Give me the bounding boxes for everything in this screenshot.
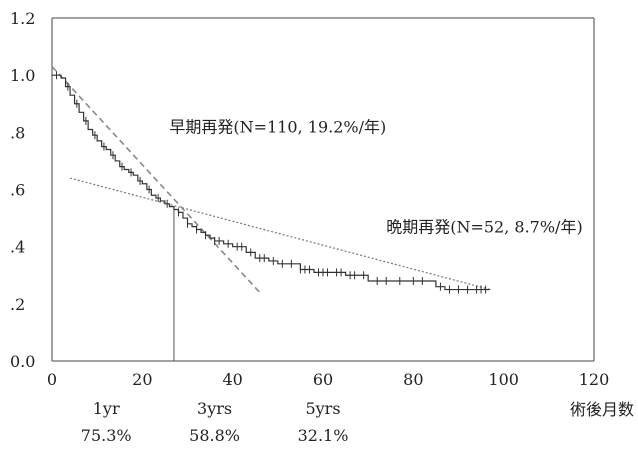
x-tick-label: 80 xyxy=(403,370,423,389)
censor-marks xyxy=(56,71,487,294)
late-recurrence-fit-line xyxy=(69,177,491,291)
x-tick-labels: 0 20 40 60 80 100 120 xyxy=(47,370,609,389)
x-tick-label: 40 xyxy=(222,370,242,389)
y-tick-label: .6 xyxy=(10,181,25,200)
early-recurrence-fit-line xyxy=(51,66,261,293)
milestone-label: 5yrs xyxy=(305,399,341,418)
x-tick-label: 60 xyxy=(313,370,333,389)
y-tick-labels: 0.0 .2 .4 .6 .8 1.0 1.2 xyxy=(10,9,35,371)
milestone-value: 75.3% xyxy=(80,426,132,445)
milestone-3yrs: 3yrs 58.8% xyxy=(185,399,245,445)
milestone-value: 58.8% xyxy=(189,426,240,445)
y-tick-label: 1.0 xyxy=(10,66,35,85)
x-tick-label: 20 xyxy=(132,370,152,389)
milestone-1yr: 1yr 75.3% xyxy=(76,399,136,445)
x-axis-label: 術後月数 xyxy=(570,400,634,419)
y-tick-label: .4 xyxy=(10,238,25,257)
y-tick-label: .2 xyxy=(10,295,25,314)
axes xyxy=(51,17,595,362)
x-tick-label: 100 xyxy=(488,370,519,389)
kaplan-meier-curve xyxy=(52,74,491,291)
regression-lines xyxy=(51,66,491,361)
x-tick-label: 120 xyxy=(579,370,610,389)
milestone-5yrs: 5yrs 32.1% xyxy=(293,399,353,445)
x-tick-label: 0 xyxy=(47,370,57,389)
y-tick-label: 0.0 xyxy=(10,352,35,371)
y-tick-label: .8 xyxy=(10,123,25,142)
milestone-label: 3yrs xyxy=(197,399,233,418)
milestone-value: 32.1% xyxy=(297,426,349,445)
early-recurrence-annotation: 早期再発(N=110, 19.2%/年) xyxy=(169,117,386,136)
late-recurrence-annotation: 晩期再発(N=52, 8.7%/年) xyxy=(386,217,582,236)
y-tick-label: 1.2 xyxy=(10,9,35,28)
milestone-label: 1yr xyxy=(92,399,120,418)
